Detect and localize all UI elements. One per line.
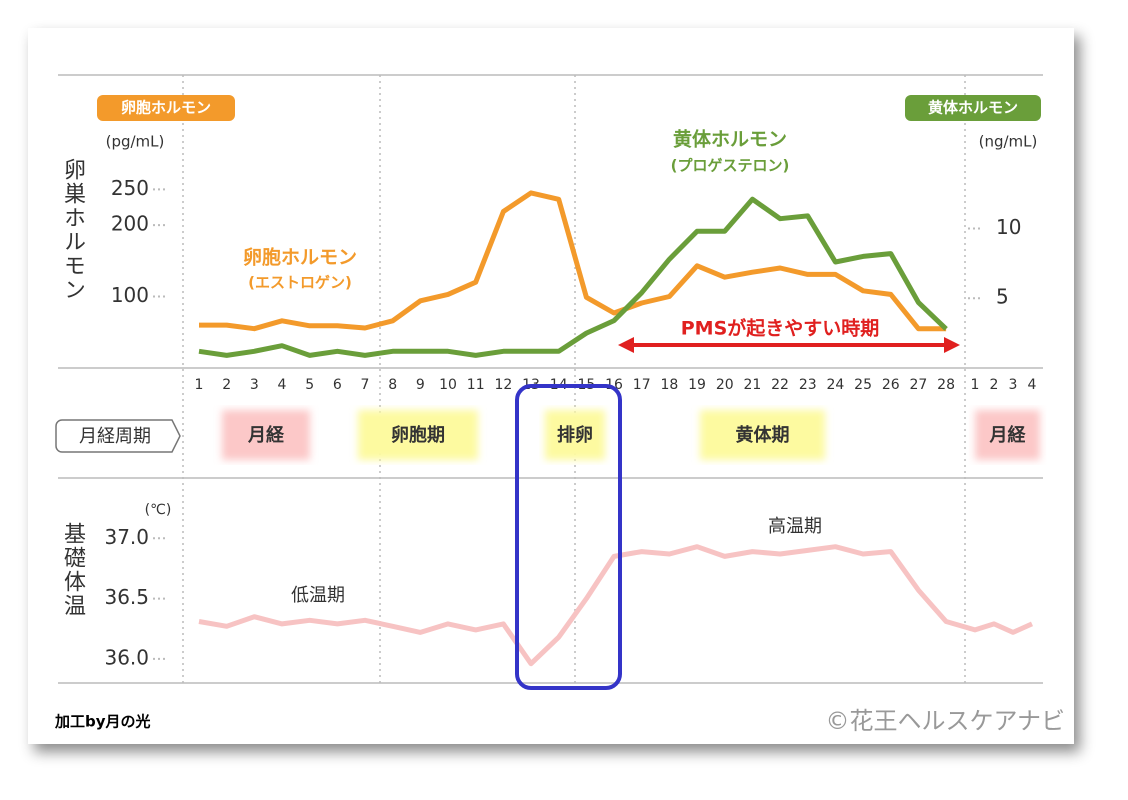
phase-bg xyxy=(358,410,478,460)
panel-lines xyxy=(58,74,1043,684)
x-tick-label: 3 xyxy=(1009,377,1018,393)
series-badge: 卵胞ホルモン xyxy=(121,99,211,117)
x-tick-label: 11 xyxy=(467,377,485,393)
x-tick-label: 7 xyxy=(361,377,370,393)
annotation: (エストロゲン) xyxy=(248,274,352,292)
x-tick-label: 22 xyxy=(771,377,789,393)
x-tick-label: 1 xyxy=(195,377,204,393)
annotation: (プロゲステロン) xyxy=(671,157,790,175)
x-tick-label: 18 xyxy=(660,377,678,393)
phase-label: 月経 xyxy=(989,424,1027,446)
x-tick-label: 6 xyxy=(333,377,342,393)
y2-unit: (ng/mL) xyxy=(979,133,1038,151)
x-tick-label: 17 xyxy=(633,377,651,393)
y-label: 卵巣ホルモン xyxy=(60,158,86,302)
x-tick-label: 1 xyxy=(971,377,980,393)
y-tick-label: 100 xyxy=(111,283,149,307)
phase-bg xyxy=(700,410,825,460)
annotation: 高温期 xyxy=(768,516,822,537)
y-tick-label: 37.0 xyxy=(104,525,149,549)
y-unit: (pg/mL) xyxy=(106,133,165,151)
x-tick-label: 2 xyxy=(222,377,231,393)
cycle-label: 月経周期 xyxy=(79,426,151,447)
x-tick-label: 28 xyxy=(937,377,955,393)
ovulation-highlight xyxy=(515,384,622,690)
annotation: 黄体ホルモン xyxy=(673,128,787,151)
phase-label: 卵胞期 xyxy=(391,424,445,446)
x-tick-label: 8 xyxy=(388,377,397,393)
phase-bg xyxy=(545,410,605,460)
credit: 加工by月の光 xyxy=(54,713,151,731)
annotation: PMSが起きやすい時期 xyxy=(681,317,880,340)
x-tick-label: 23 xyxy=(799,377,817,393)
phase-label: 月経 xyxy=(247,424,285,446)
x-tick-label: 19 xyxy=(688,377,706,393)
phase-bg xyxy=(975,410,1040,460)
x-tick-label: 16 xyxy=(605,377,623,393)
cycle-box xyxy=(55,419,181,453)
y-tick-label: 10 xyxy=(996,215,1021,239)
series-line xyxy=(198,196,948,358)
x-tick-label: 12 xyxy=(494,377,512,393)
x-tick-label: 20 xyxy=(716,377,734,393)
x-tick-label: 25 xyxy=(854,377,872,393)
series-badge: 黄体ホルモン xyxy=(928,99,1018,117)
x-tick-label: 10 xyxy=(439,377,457,393)
credit: ©花王ヘルスケアナビ xyxy=(825,707,1065,735)
x-tick-label: 4 xyxy=(278,377,287,393)
annotation: 卵胞ホルモン xyxy=(243,246,357,269)
x-tick-label: 27 xyxy=(910,377,928,393)
y-unit: (℃) xyxy=(145,502,172,518)
x-tick-label: 4 xyxy=(1028,377,1037,393)
marks: 1 2 3 4 5 6 7 8 9 10 11 12 13 14 15 16 17 18 19 20 21 22 23 24 2… xyxy=(104,176,1040,669)
y-tick-label: 200 xyxy=(111,212,149,236)
y-tick-label: 250 xyxy=(111,176,149,200)
badge xyxy=(97,95,235,121)
phase-label: 黄体期 xyxy=(736,424,790,446)
x-tick-label: 9 xyxy=(416,377,425,393)
x-tick-label: 2 xyxy=(990,377,999,393)
label-bg xyxy=(655,316,905,342)
x-tick-label: 21 xyxy=(743,377,761,393)
badge xyxy=(905,95,1041,121)
x-tick-label: 5 xyxy=(305,377,314,393)
series-line xyxy=(199,190,947,332)
x-tick-label: 24 xyxy=(826,377,844,393)
x-tick-label: 26 xyxy=(882,377,900,393)
phase-label: 排卵 xyxy=(557,424,593,446)
y-tick-label: 5 xyxy=(996,285,1009,309)
phase-bg xyxy=(222,410,310,460)
annotation: 低温期 xyxy=(291,585,345,606)
series-line xyxy=(198,544,1034,667)
y-tick-label: 36.5 xyxy=(104,585,149,609)
y-tick-label: 36.0 xyxy=(104,645,149,669)
x-tick-label: 3 xyxy=(250,377,259,393)
y-label: 基礎体温 xyxy=(60,522,86,618)
